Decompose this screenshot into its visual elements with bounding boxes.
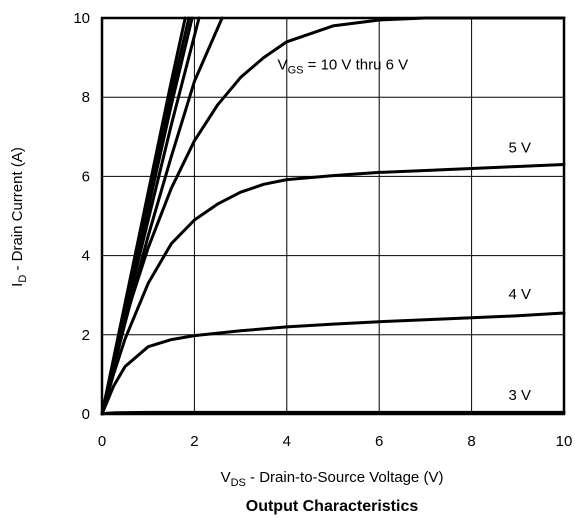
curve-label-vgs-range: VGS = 10 V thru 6 V [278, 56, 409, 76]
y-tick-label: 8 [82, 89, 90, 106]
curve-label-3v: 3 V [509, 387, 532, 404]
y-tick-label: 4 [82, 248, 90, 265]
x-axis-label: VDS - Drain-to-Source Voltage (V) [221, 469, 444, 489]
x-tick-label: 0 [98, 433, 106, 450]
y-axis-label: ID - Drain Current (A) [9, 147, 29, 287]
x-tick-label: 8 [467, 433, 475, 450]
y-tick-label: 2 [82, 327, 90, 344]
x-tick-label: 2 [190, 433, 198, 450]
x-tick-label: 6 [375, 433, 383, 450]
curve-label-4v: 4 V [509, 286, 532, 303]
x-tick-label: 4 [283, 433, 291, 450]
plot-frame [100, 16, 566, 416]
y-tick-labels: 0 2 4 6 8 10 [73, 10, 90, 423]
y-tick-label: 10 [73, 10, 90, 27]
x-tick-label: 10 [556, 433, 573, 450]
series-line [100, 163, 566, 416]
curve-label-5v: 5 V [509, 140, 532, 157]
x-tick-labels: 0 2 4 6 8 10 [98, 433, 573, 450]
y-tick-label: 0 [82, 406, 90, 423]
y-tick-label: 6 [82, 168, 90, 185]
chart-title: Output Characteristics [246, 498, 419, 515]
series-line [100, 311, 566, 416]
curves [100, 16, 566, 416]
curve-annotations: VGS = 10 V thru 6 V 5 V 4 V 3 V [278, 56, 532, 404]
